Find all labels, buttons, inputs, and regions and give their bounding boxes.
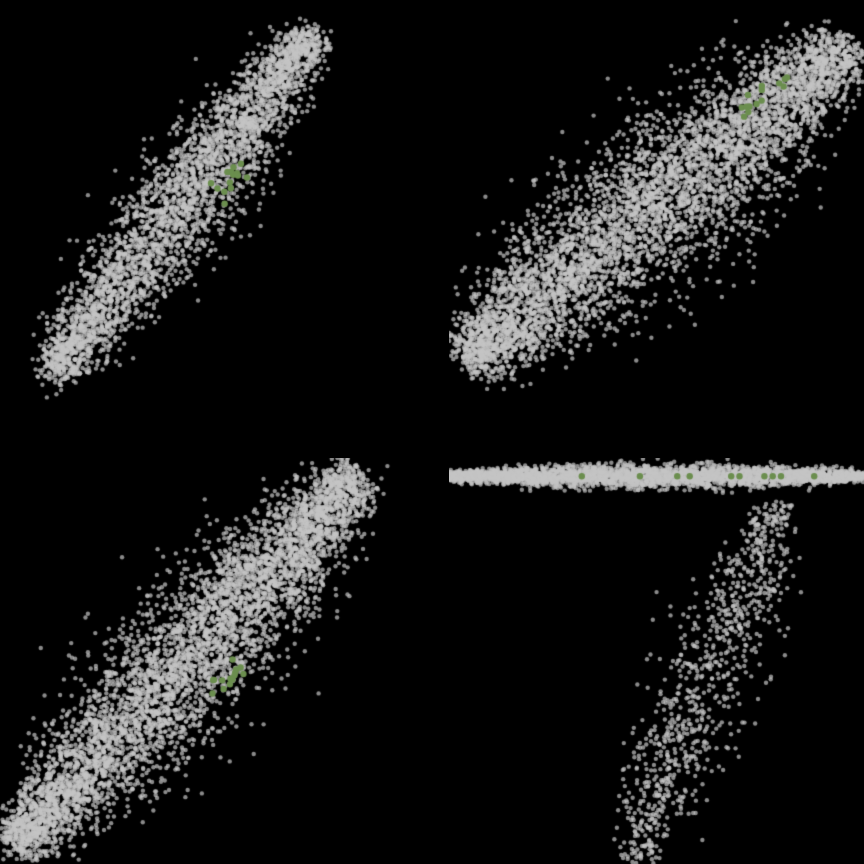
scatter-panel-top-left — [0, 0, 415, 406]
scatter-canvas — [449, 0, 864, 406]
scatter-panel-bottom-right — [449, 458, 864, 864]
scatter-canvas — [0, 458, 415, 864]
scatter-figure-2x2 — [0, 0, 864, 864]
scatter-panel-top-right — [449, 0, 864, 406]
scatter-canvas — [449, 458, 864, 864]
scatter-canvas — [0, 0, 415, 406]
scatter-panel-bottom-left — [0, 458, 415, 864]
